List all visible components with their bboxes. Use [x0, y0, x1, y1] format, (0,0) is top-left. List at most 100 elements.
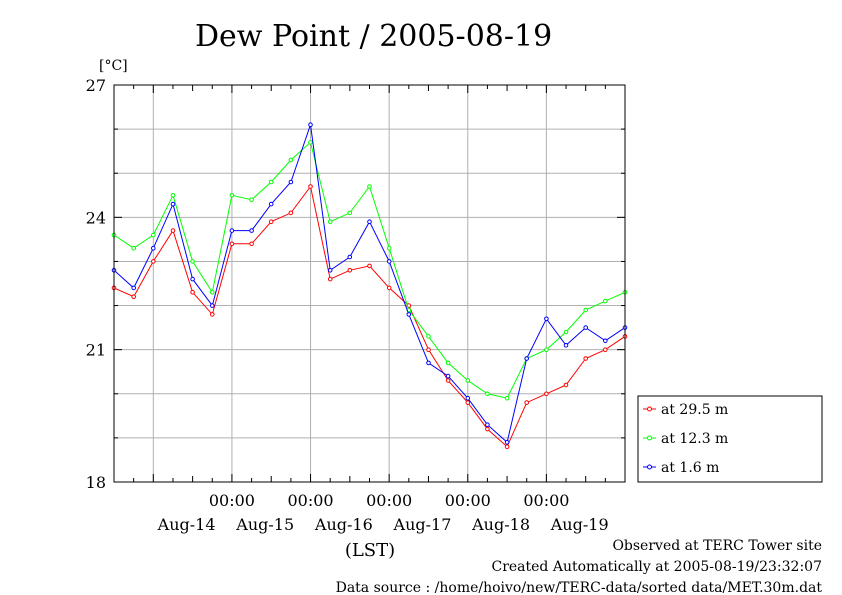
data-point [249, 241, 254, 247]
y-axis: 18 21 24 27 [86, 76, 625, 492]
data-point [544, 316, 549, 322]
data-point [544, 391, 549, 397]
day-tick-label: Aug-17 [393, 515, 452, 534]
time-tick-label: 00:00 [523, 491, 569, 510]
data-point [347, 210, 353, 216]
legend: at 29.5 m at 12.3 m at 1.6 m [637, 395, 823, 483]
data-point [210, 303, 215, 308]
data-point [603, 298, 608, 304]
grid-lines [114, 85, 625, 482]
chart-title: Dew Point / 2005-08-19 [195, 19, 552, 54]
legend-marker [647, 464, 652, 470]
data-point [485, 391, 490, 397]
data-point [583, 307, 589, 313]
data-point [465, 395, 471, 401]
x-axis-title: (LST) [345, 540, 395, 561]
data-point [151, 259, 156, 264]
legend-label: at 1.6 m [661, 460, 719, 476]
data-point [190, 276, 195, 282]
day-tick-label: Aug-15 [235, 515, 294, 534]
data-point [386, 285, 392, 291]
data-point [367, 263, 372, 269]
data-point [445, 378, 451, 383]
data-point [288, 210, 294, 216]
data-point [131, 285, 136, 291]
time-tick-label: 00:00 [445, 491, 491, 510]
data-point [151, 232, 156, 238]
legend-box [637, 395, 823, 483]
legend-item: at 12.3 m [643, 431, 728, 447]
data-point [406, 312, 412, 317]
data-point [170, 228, 176, 233]
data-point [210, 312, 215, 317]
data-point [229, 228, 235, 233]
data-point [308, 140, 313, 145]
y-tick-label: 27 [86, 76, 106, 95]
data-point [583, 325, 589, 330]
time-tick-label: 00:00 [287, 491, 333, 510]
data-point [308, 122, 313, 127]
data-point [465, 378, 471, 383]
data-point [504, 395, 510, 401]
data-point [367, 184, 372, 189]
day-tick-label: Aug-14 [157, 515, 216, 534]
data-point [563, 382, 569, 388]
data-point [603, 338, 608, 344]
y-tick-label: 21 [86, 341, 106, 360]
legend-marker [647, 406, 652, 412]
legend-item: at 29.5 m [643, 402, 728, 418]
data-point [151, 245, 156, 251]
y-tick-label: 24 [86, 208, 106, 227]
legend-item: at 1.6 m [643, 460, 719, 476]
data-point [327, 219, 333, 224]
data-point [386, 259, 392, 264]
data-point [288, 179, 294, 185]
data-point [170, 201, 176, 207]
day-tick-label: Aug-18 [471, 515, 530, 534]
series-2 [111, 140, 628, 401]
data-point [288, 157, 294, 163]
data-point [426, 347, 431, 353]
data-point [426, 334, 431, 339]
series-line [113, 185, 626, 448]
data-point [367, 219, 372, 224]
data-point [249, 197, 254, 202]
data-point [524, 356, 530, 361]
data-point [445, 360, 451, 366]
data-point [249, 228, 254, 233]
time-tick-label: 00:00 [366, 491, 412, 510]
x-axis: 00:00 00:00 00:00 00:00 00:00 Aug-14 Aug-15 Aug… [113, 85, 626, 534]
y-tick-label: 18 [86, 473, 106, 492]
data-point [210, 290, 215, 295]
data-point [327, 268, 333, 273]
data-point [131, 294, 136, 300]
data-point [504, 444, 510, 450]
data-point [386, 245, 392, 251]
data-point [603, 347, 608, 353]
data-point [327, 276, 333, 282]
data-point [426, 360, 431, 366]
series-1 [111, 184, 628, 450]
data-point [485, 426, 490, 432]
data-point [544, 347, 549, 353]
data-point [268, 179, 274, 185]
data-point [445, 373, 451, 379]
data-point [170, 193, 176, 198]
data-point [229, 241, 235, 247]
plot-frame [113, 84, 626, 483]
data-point [190, 259, 195, 264]
observed-note: Observed at TERC Tower site [612, 538, 822, 554]
data-point [465, 400, 471, 405]
data-point [504, 440, 510, 445]
data-point [563, 343, 569, 348]
data-point [229, 193, 235, 198]
data-series [111, 122, 628, 450]
data-point [347, 268, 353, 273]
data-point [131, 245, 136, 251]
day-tick-label: Aug-19 [550, 515, 609, 534]
series-3 [111, 122, 628, 445]
y-unit-label: [°C] [99, 58, 128, 74]
data-point [563, 329, 569, 335]
data-source-note: Data source : /home/hoivo/new/TERC-data/… [336, 580, 823, 595]
